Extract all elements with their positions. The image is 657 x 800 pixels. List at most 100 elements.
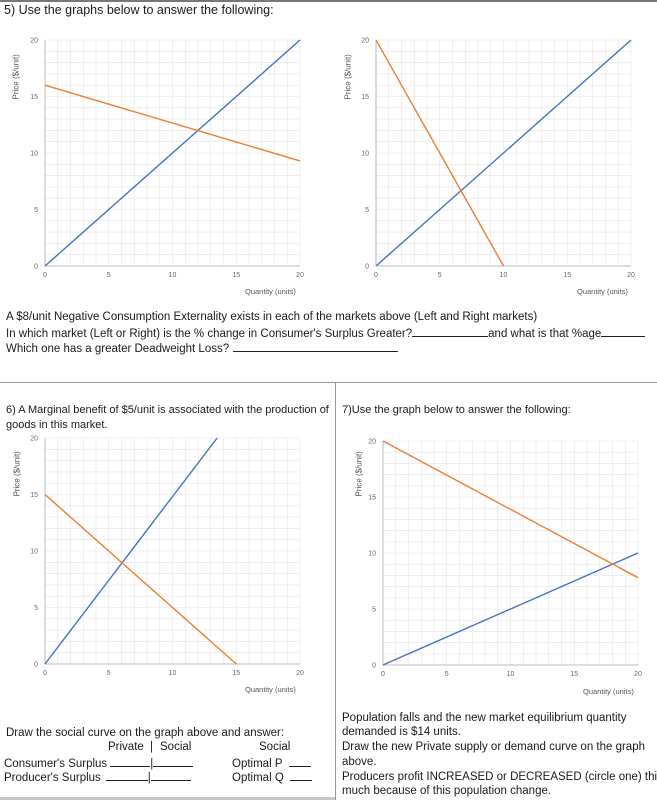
q5-line2b: and what is that %age: [488, 328, 602, 340]
answer-blank[interactable]: [110, 755, 151, 767]
q7-line2: demanded is $14 units.: [342, 726, 461, 738]
y-tick-label: 15: [30, 492, 38, 499]
col-social: Social: [160, 741, 192, 753]
answer-blank[interactable]: [105, 769, 148, 781]
q7-line3: Draw the new Private supply or demand cu…: [342, 741, 645, 753]
x-tick-label: 15: [563, 272, 571, 279]
chart3-xlabel: Quantity (units): [245, 685, 296, 694]
y-tick-label: 5: [34, 207, 38, 214]
x-tick-label: 10: [507, 671, 515, 678]
x-tick-label: 20: [634, 671, 642, 678]
supply-line: [44, 437, 218, 665]
y-tick-label: 20: [368, 439, 376, 446]
demand-line: [375, 39, 505, 267]
y-tick-label: 20: [30, 38, 38, 45]
x-tick-label: 20: [627, 272, 635, 279]
chart1-xlabel: Quantity (units): [245, 287, 296, 296]
supply-line: [382, 552, 639, 666]
x-tick-label: 0: [381, 671, 385, 678]
answer-blank[interactable]: [233, 340, 399, 352]
x-tick-label: 5: [445, 671, 449, 678]
y-tick-label: 15: [361, 94, 369, 101]
y-tick-label: 20: [30, 436, 38, 443]
q6-line2: goods in this market.: [6, 419, 108, 431]
x-tick-label: 0: [43, 670, 47, 677]
y-tick-label: 10: [30, 151, 38, 158]
x-tick-label: 20: [296, 670, 304, 677]
y-tick-label: 5: [34, 605, 38, 612]
row-producer-surplus: Producer's Surplus |: [4, 769, 191, 785]
q5-line2: In which market (Left or Right) is the %…: [6, 325, 646, 341]
y-tick-label: 0: [34, 264, 38, 271]
row1-sep: |: [150, 758, 154, 770]
answer-blank[interactable]: [412, 325, 489, 337]
x-tick-label: 10: [169, 670, 177, 677]
y-tick-label: 15: [30, 94, 38, 101]
x-tick-label: 15: [232, 670, 240, 677]
col-sep: |: [150, 741, 153, 753]
q5-line1: A $8/unit Negative Consumption Externali…: [6, 311, 538, 323]
opt-q-label: Optimal Q: [232, 772, 284, 784]
answer-blank[interactable]: [601, 325, 646, 337]
demand-line: [44, 84, 301, 162]
q7-line5: Producers profit INCREASED or DECREASED …: [342, 771, 657, 783]
x-tick-label: 10: [500, 272, 508, 279]
y-tick-label: 20: [361, 38, 369, 45]
demand-line: [382, 440, 639, 579]
q7-line6: much because of this population change.: [342, 785, 552, 797]
x-tick-label: 0: [374, 272, 378, 279]
q7-heading: 7)Use the graph below to answer the foll…: [342, 404, 571, 416]
bottom-border: [0, 797, 335, 800]
x-tick-label: 15: [232, 272, 240, 279]
x-tick-label: 5: [107, 670, 111, 677]
y-tick-label: 5: [372, 607, 376, 614]
x-tick-label: 0: [43, 272, 47, 279]
demand-line: [44, 493, 237, 665]
col-private: Private: [108, 741, 144, 753]
x-tick-label: 5: [107, 272, 111, 279]
q5-heading: 5) Use the graphs below to answer the fo…: [4, 3, 274, 17]
supply-line: [375, 39, 632, 267]
answer-blank[interactable]: [288, 755, 311, 767]
answer-blank[interactable]: [153, 755, 194, 767]
q5-line2a: In which market (Left or Right) is the %…: [6, 328, 413, 340]
q7-line4: above.: [342, 756, 377, 768]
y-tick-label: 10: [30, 549, 38, 556]
q5-line3-text: Which one has a greater Deadweight Loss?: [6, 343, 230, 355]
row-consumer-surplus: Consumer's Surplus |: [4, 755, 194, 771]
optimal-p: Optimal P: [232, 755, 311, 771]
supply-line: [44, 39, 301, 267]
y-tick-label: 5: [365, 207, 369, 214]
x-tick-label: 15: [570, 671, 578, 678]
section-divider: [0, 382, 657, 383]
q6-line1: 6) A Marginal benefit of $5/unit is asso…: [6, 404, 329, 416]
row2-sep: |: [147, 772, 151, 784]
x-tick-label: 20: [296, 272, 304, 279]
optimal-q: Optimal Q: [232, 769, 312, 785]
y-tick-label: 10: [368, 551, 376, 558]
chart2-xlabel: Quantity (units): [577, 287, 628, 296]
x-tick-label: 10: [169, 272, 177, 279]
y-tick-label: 0: [372, 663, 376, 670]
column-divider: [335, 383, 336, 800]
top-border: [0, 0, 657, 2]
y-tick-label: 0: [365, 264, 369, 271]
x-tick-label: 5: [438, 272, 442, 279]
y-tick-label: 0: [34, 662, 38, 669]
opt-p-label: Optimal P: [232, 758, 283, 770]
answer-blank[interactable]: [150, 769, 191, 781]
col-social2: Social: [259, 741, 291, 753]
answer-blank[interactable]: [289, 769, 312, 781]
row2-label: Producer's Surplus: [4, 772, 101, 784]
q6-instructions: Draw the social curve on the graph above…: [6, 727, 285, 739]
y-tick-label: 15: [368, 495, 376, 502]
y-tick-label: 10: [361, 151, 369, 158]
q7-line1: Population falls and the new market equi…: [342, 712, 627, 724]
row1-label: Consumer's Surplus: [4, 758, 108, 770]
q5-line3: Which one has a greater Deadweight Loss?: [6, 340, 399, 356]
chart4-xlabel: Quantity (units): [583, 687, 634, 696]
